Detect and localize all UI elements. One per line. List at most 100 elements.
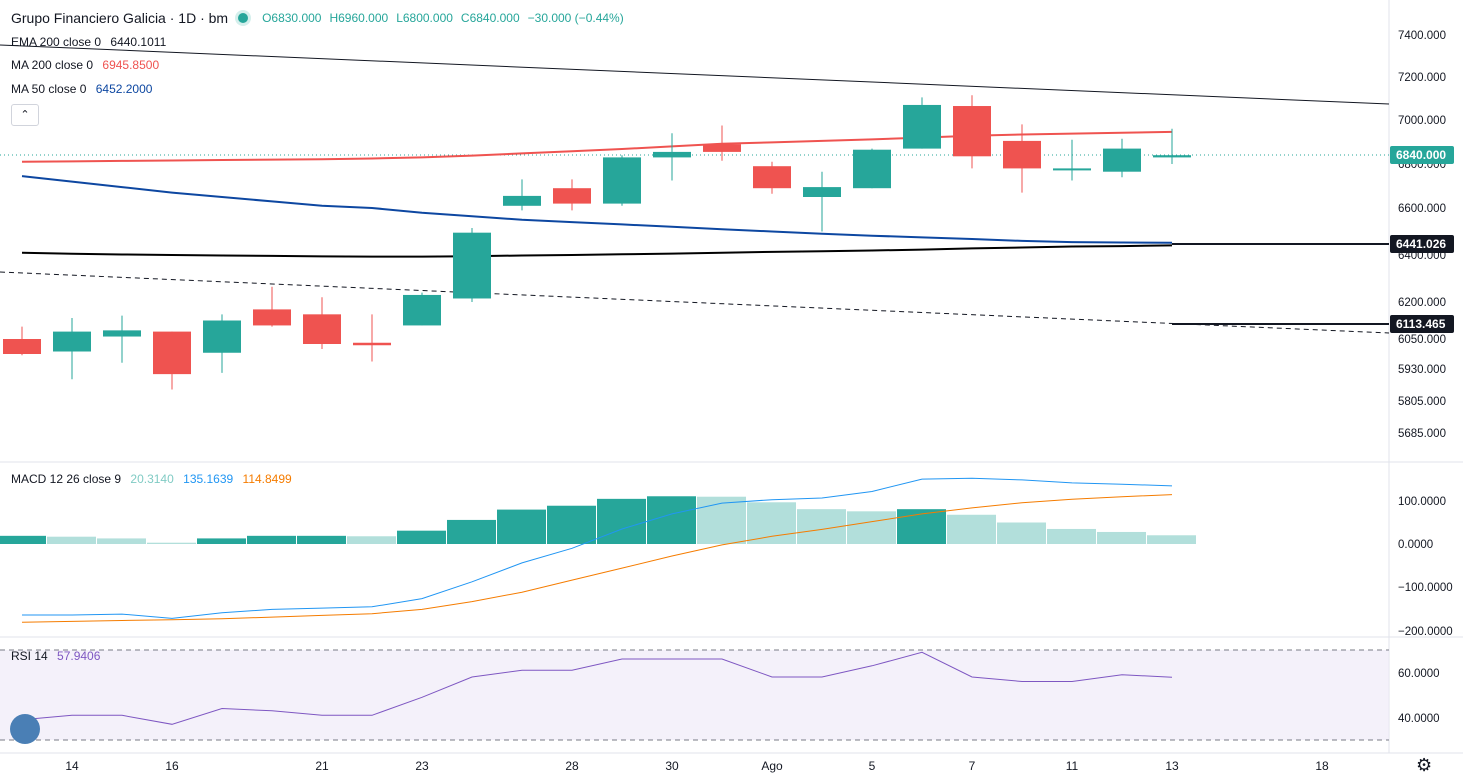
candle-body[interactable] — [453, 232, 491, 299]
macd-histogram-bar — [897, 509, 946, 544]
price-tick-label: 6200.000 — [1398, 297, 1446, 309]
candle-body[interactable] — [703, 144, 741, 152]
candle-body[interactable] — [1103, 148, 1141, 172]
ma50-line[interactable] — [21, 175, 1173, 244]
rsi-band — [0, 650, 1389, 740]
candle-body[interactable] — [1003, 140, 1041, 169]
candle-body[interactable] — [253, 309, 291, 326]
ma200-legend[interactable]: MA 200 close 0 6945.8500 — [11, 58, 165, 72]
candle-body[interactable] — [53, 331, 91, 352]
time-tick-label: 7 — [969, 759, 976, 773]
time-tick-label: 14 — [65, 759, 79, 773]
ohlc-open: O6830.000 — [262, 11, 322, 25]
rsi-tick-label: 60.0000 — [1398, 668, 1440, 680]
ohlc-low: L6800.000 — [396, 11, 453, 25]
macd-tick-label: 100.0000 — [1398, 496, 1446, 508]
macd-histogram-bar — [547, 505, 596, 544]
last-price-tag-bg — [1390, 146, 1454, 164]
time-tick-label: 13 — [1165, 759, 1179, 773]
ma200-label: MA 200 close 0 — [11, 58, 94, 72]
macd-histogram-bar — [697, 496, 746, 544]
macd-histogram-bar — [347, 536, 396, 544]
macd-histogram-bar — [947, 514, 996, 544]
rsi-label: RSI 14 — [11, 649, 48, 663]
symbol-name[interactable]: Grupo Financiero Galicia · 1D · bm — [11, 10, 229, 26]
ohlc-high: H6960.000 — [329, 11, 389, 25]
macd-histogram-bar — [597, 498, 646, 544]
lower-trendline[interactable] — [0, 271, 1390, 334]
macd-tick-label: −100.0000 — [1398, 582, 1453, 594]
macd-tick-label: −200.0000 — [1398, 626, 1453, 638]
price-tick-label: 6050.000 — [1398, 334, 1446, 346]
ema-price-tag-bg — [1390, 235, 1454, 253]
candle-body[interactable] — [753, 166, 791, 189]
ma50-value: 6452.2000 — [95, 82, 153, 96]
ohlc-close: C6840.000 — [460, 11, 520, 25]
macd-histogram-bar — [747, 502, 796, 544]
macd-line-value: 135.1639 — [183, 472, 234, 486]
market-status-dot — [238, 13, 249, 23]
candle-body[interactable] — [203, 320, 241, 353]
macd-histogram-bar — [197, 538, 246, 544]
trend-price-tag: 6113.465 — [1396, 317, 1446, 331]
macd-hist-value: 20.3140 — [130, 472, 174, 486]
macd-histogram-bar — [147, 542, 196, 544]
time-tick-label: 23 — [415, 759, 429, 773]
macd-tick-label: 0.0000 — [1398, 539, 1433, 551]
rsi-legend[interactable]: RSI 14 57.9406 — [11, 649, 106, 663]
candle-body[interactable] — [153, 331, 191, 375]
price-tick-label: 5805.000 — [1398, 396, 1446, 408]
ohlc-change: −30.000 (−0.44%) — [527, 11, 624, 25]
time-tick-label: 11 — [1066, 759, 1079, 773]
collapse-legend-button[interactable]: ⌃ — [11, 104, 39, 126]
candle-body[interactable] — [803, 187, 841, 197]
macd-histogram-bar — [297, 535, 346, 544]
ma200-value: 6945.8500 — [102, 58, 160, 72]
price-tick-label: 5685.000 — [1398, 428, 1446, 440]
candle-body[interactable] — [403, 294, 441, 326]
macd-histogram-bar — [447, 519, 496, 544]
candle-body[interactable] — [603, 157, 641, 204]
candle-body[interactable] — [3, 339, 41, 354]
tradingview-logo-icon[interactable] — [10, 714, 40, 744]
time-tick-label: 21 — [315, 759, 329, 773]
rsi-line[interactable] — [21, 651, 1173, 725]
macd-histogram-bar — [997, 522, 1046, 544]
candle-body[interactable] — [303, 314, 341, 344]
signal-line[interactable] — [21, 494, 1173, 623]
macd-histogram-bar — [1047, 528, 1096, 544]
candle-body[interactable] — [1153, 155, 1191, 158]
candle-body[interactable] — [1053, 168, 1091, 171]
candle-body[interactable] — [553, 188, 591, 204]
upper-trendline[interactable] — [0, 44, 1390, 105]
time-tick-label: 5 — [869, 759, 876, 773]
ma200-line[interactable] — [21, 130, 1173, 163]
candle-body[interactable] — [103, 330, 141, 337]
price-tick-label: 7000.000 — [1398, 115, 1446, 127]
macd-histogram-bar — [847, 511, 896, 544]
rsi-tick-label: 40.0000 — [1398, 713, 1440, 725]
macd-signal-value: 114.8499 — [242, 472, 292, 486]
macd-histogram-bar — [647, 496, 696, 544]
macd-line[interactable] — [22, 477, 1173, 619]
ema200-line[interactable] — [21, 244, 1173, 258]
candle-body[interactable] — [953, 106, 991, 157]
candle-body[interactable] — [653, 151, 691, 158]
candle-body[interactable] — [853, 149, 891, 189]
candle-body[interactable] — [503, 195, 541, 206]
price-tick-label: 7200.000 — [1398, 72, 1446, 84]
ma50-legend[interactable]: MA 50 close 0 6452.2000 — [11, 82, 158, 96]
macd-histogram-bar — [0, 535, 46, 544]
ema-price-tag: 6441.026 — [1396, 237, 1446, 251]
candle-body[interactable] — [353, 342, 391, 346]
ema-legend[interactable]: EMA 200 close 0 6440.1011 — [11, 35, 172, 49]
macd-legend[interactable]: MACD 12 26 close 9 20.3140 135.1639 114.… — [11, 472, 298, 486]
macd-histogram-bar — [247, 535, 296, 544]
candle-body[interactable] — [903, 104, 941, 149]
gear-icon[interactable]: ⚙ — [1416, 755, 1433, 775]
trend-price-tag-bg — [1390, 315, 1454, 333]
macd-histogram-bar — [1097, 531, 1146, 544]
price-tick-label: 5930.000 — [1398, 364, 1446, 376]
time-tick-label: 28 — [565, 759, 579, 773]
